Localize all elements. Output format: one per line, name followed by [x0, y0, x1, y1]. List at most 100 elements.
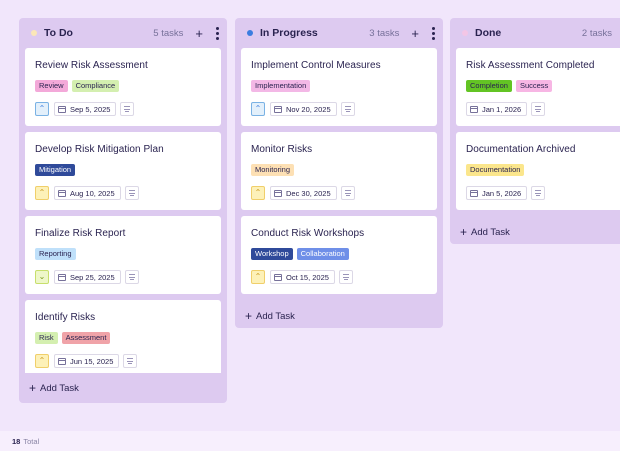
description-icon[interactable] — [124, 270, 139, 284]
task-card[interactable]: Implement Control Measures Implementatio… — [241, 48, 437, 126]
task-card[interactable]: Develop Risk Mitigation Plan Mitigation … — [25, 132, 221, 210]
tag: Success — [515, 80, 553, 92]
task-title: Conduct Risk Workshops — [251, 228, 365, 239]
task-card[interactable]: Identify Risks Risk Assessment ⌃ Jun 15,… — [25, 300, 221, 373]
card-list: Risk Assessment Completed Completion Suc… — [450, 48, 620, 210]
plus-icon[interactable]: + — [411, 25, 419, 41]
priority-double-chevron-up-icon[interactable]: ⌃ — [251, 186, 265, 200]
add-task-label: Add Task — [471, 226, 510, 238]
tag-list: Monitoring — [251, 164, 427, 176]
calendar-icon — [274, 273, 282, 281]
description-icon[interactable] — [340, 186, 355, 200]
total-label: Total — [23, 436, 40, 446]
kebab-menu-icon[interactable] — [431, 26, 435, 40]
description-icon[interactable] — [124, 186, 139, 200]
due-date-chip[interactable]: Oct 15, 2025 — [270, 270, 335, 284]
task-title: Develop Risk Mitigation Plan — [35, 144, 164, 155]
kanban-board: To Do 5 tasks + Review Risk Assessment R… — [19, 18, 620, 403]
status-dot — [31, 30, 37, 36]
board-footer: 18 Total — [0, 431, 620, 451]
due-date: Sep 5, 2025 — [70, 104, 111, 114]
column-title: To Do — [44, 27, 73, 39]
tag: Implementation — [251, 80, 311, 92]
tag-list: Completion Success — [466, 80, 620, 92]
due-date: Aug 10, 2025 — [70, 188, 115, 198]
calendar-icon — [58, 189, 66, 197]
priority-double-chevron-up-icon[interactable]: ⌃ — [251, 270, 265, 284]
column-in-progress: In Progress 3 tasks + Implement Control … — [235, 18, 443, 328]
priority-chevron-up-icon[interactable]: ⌃ — [35, 102, 49, 116]
column-header-todo: To Do 5 tasks + — [19, 18, 227, 48]
column-todo: To Do 5 tasks + Review Risk Assessment R… — [19, 18, 227, 403]
tag: Mitigation — [35, 164, 76, 176]
column-task-count: 5 tasks — [153, 27, 184, 39]
plus-icon: + — [245, 309, 253, 323]
column-header-in-progress: In Progress 3 tasks + — [235, 18, 443, 48]
tag: Documentation — [466, 164, 525, 176]
task-card[interactable]: Finalize Risk Report Reporting ⌄ Sep 25,… — [25, 216, 221, 294]
description-icon[interactable] — [338, 270, 353, 284]
task-title: Finalize Risk Report — [35, 228, 126, 239]
tag-list: Implementation — [251, 80, 427, 92]
priority-double-chevron-up-icon[interactable]: ⌃ — [35, 354, 49, 368]
status-dot — [462, 30, 468, 36]
tag: Monitoring — [251, 164, 295, 176]
add-task-button[interactable]: + Add Task — [235, 300, 443, 328]
priority-double-chevron-up-icon[interactable]: ⌃ — [35, 186, 49, 200]
kebab-menu-icon[interactable] — [215, 26, 219, 40]
due-date-chip[interactable]: Jan 5, 2026 — [466, 186, 528, 200]
add-task-label: Add Task — [256, 310, 295, 322]
tag: Assessment — [61, 332, 111, 344]
task-card[interactable]: Risk Assessment Completed Completion Suc… — [456, 48, 620, 126]
add-task-button[interactable]: + Add Task — [450, 216, 620, 244]
task-title: Identify Risks — [35, 312, 96, 323]
card-list: Review Risk Assessment Review Compliance… — [19, 48, 227, 373]
plus-icon: + — [460, 225, 468, 239]
due-date-chip[interactable]: Sep 5, 2025 — [54, 102, 117, 116]
column-task-count: 3 tasks — [369, 27, 400, 39]
calendar-icon — [470, 105, 478, 113]
task-card[interactable]: Documentation Archived Documentation Jan… — [456, 132, 620, 210]
tag: Risk — [35, 332, 58, 344]
due-date-chip[interactable]: Sep 25, 2025 — [54, 270, 121, 284]
tag: Collaboration — [296, 248, 349, 260]
priority-chevron-down-icon[interactable]: ⌄ — [35, 270, 49, 284]
description-icon[interactable] — [123, 354, 138, 368]
plus-icon[interactable]: + — [195, 25, 203, 41]
tag-list: Reporting — [35, 248, 211, 260]
task-title: Implement Control Measures — [251, 60, 381, 71]
calendar-icon — [470, 189, 478, 197]
card-list: Implement Control Measures Implementatio… — [235, 48, 443, 294]
due-date-chip[interactable]: Aug 10, 2025 — [54, 186, 121, 200]
task-card[interactable]: Conduct Risk Workshops Workshop Collabor… — [241, 216, 437, 294]
calendar-icon — [58, 105, 66, 113]
add-task-button[interactable]: + Add Task — [19, 373, 227, 403]
due-date-chip[interactable]: Jun 15, 2025 — [54, 354, 120, 368]
add-task-label: Add Task — [40, 382, 79, 394]
tag-list: Workshop Collaboration — [251, 248, 427, 260]
tag-list: Risk Assessment — [35, 332, 211, 344]
due-date-chip[interactable]: Jan 1, 2026 — [466, 102, 528, 116]
task-card[interactable]: Review Risk Assessment Review Compliance… — [25, 48, 221, 126]
due-date: Sep 25, 2025 — [70, 272, 115, 282]
priority-chevron-up-icon[interactable]: ⌃ — [251, 102, 265, 116]
description-icon[interactable] — [120, 102, 135, 116]
calendar-icon — [58, 273, 66, 281]
calendar-icon — [274, 189, 282, 197]
due-date-chip[interactable]: Nov 20, 2025 — [270, 102, 337, 116]
status-dot — [247, 30, 253, 36]
column-title: In Progress — [260, 27, 318, 39]
description-icon[interactable] — [340, 102, 355, 116]
task-title: Review Risk Assessment — [35, 60, 148, 71]
tag: Compliance — [71, 80, 120, 92]
column-title: Done — [475, 27, 502, 39]
column-header-done: Done 2 tasks — [450, 18, 620, 48]
due-date: Nov 20, 2025 — [286, 104, 331, 114]
description-icon[interactable] — [531, 186, 546, 200]
task-title: Risk Assessment Completed — [466, 60, 595, 71]
due-date-chip[interactable]: Dec 30, 2025 — [270, 186, 337, 200]
description-icon[interactable] — [531, 102, 546, 116]
due-date: Jan 5, 2026 — [482, 188, 522, 198]
task-card[interactable]: Monitor Risks Monitoring ⌃ Dec 30, 2025 — [241, 132, 437, 210]
tag-list: Mitigation — [35, 164, 211, 176]
